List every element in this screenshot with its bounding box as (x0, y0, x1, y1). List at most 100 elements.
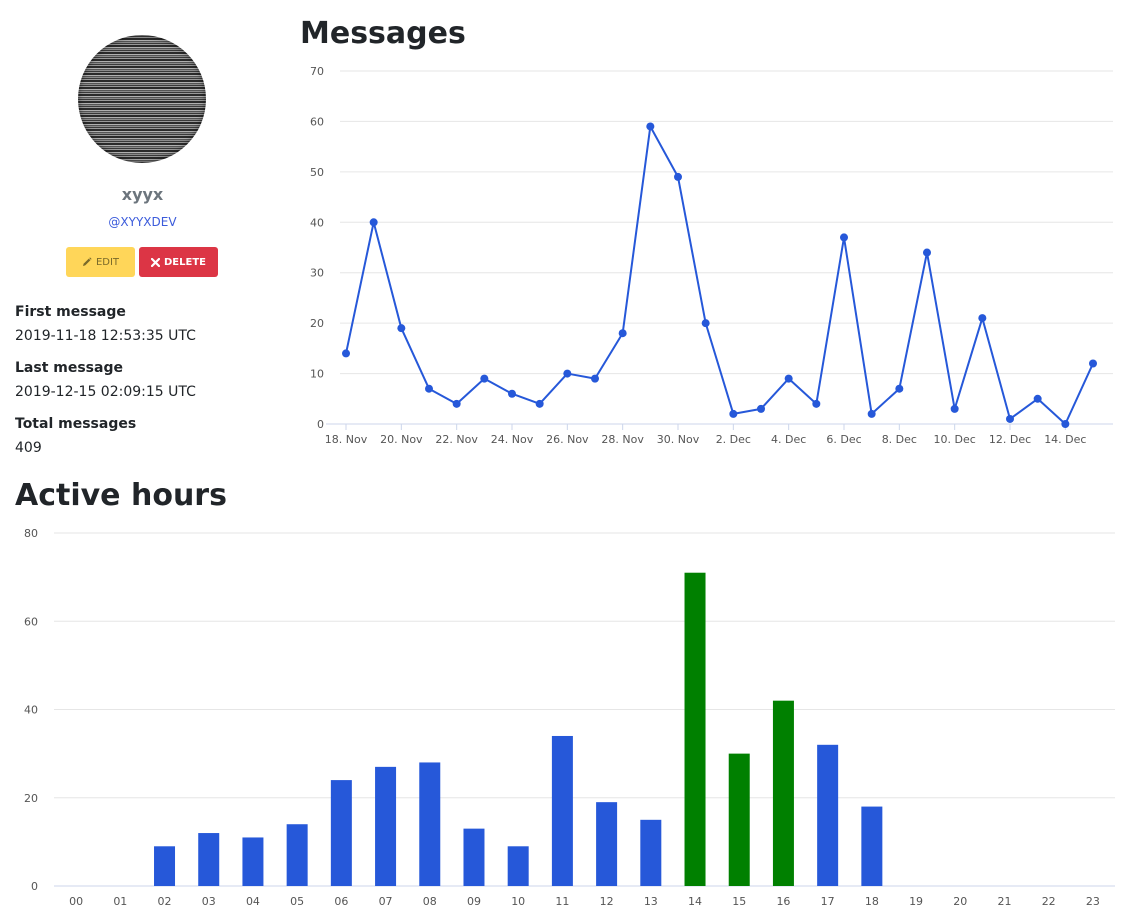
data-point (895, 384, 904, 393)
x-tick-label: 26. Nov (546, 433, 589, 446)
x-tick-label: 17 (821, 895, 835, 908)
data-point (591, 374, 599, 383)
y-tick-label: 50 (310, 166, 324, 179)
data-point (369, 218, 378, 227)
messages-title: Messages (300, 16, 466, 51)
y-tick-label: 0 (317, 418, 324, 431)
x-tick-label: 18. Nov (325, 433, 368, 446)
x-tick-label: 30. Nov (657, 433, 700, 446)
x-tick-label: 09 (467, 895, 481, 908)
data-point (452, 399, 461, 408)
data-point (867, 409, 876, 418)
avatar (78, 35, 206, 163)
profile-name: xyyx (121, 185, 164, 204)
y-tick-label: 40 (310, 216, 324, 229)
data-point (508, 389, 516, 398)
total-messages-label: Total messages (15, 416, 137, 432)
profile-handle: @XYYXDEV (108, 215, 177, 229)
data-point (480, 374, 489, 383)
bar-hour-04 (242, 837, 264, 886)
y-tick-label: 0 (31, 880, 38, 893)
bar-hour-12 (596, 802, 618, 886)
data-point (1006, 414, 1014, 423)
data-point (812, 399, 821, 408)
x-tick-label: 22 (1042, 895, 1056, 908)
edit-button[interactable]: EDIT (66, 247, 135, 277)
bar-hour-13 (640, 819, 662, 886)
bar-hour-14 (684, 572, 706, 886)
bar-hour-05 (286, 824, 308, 886)
bar-hour-17 (817, 744, 839, 886)
data-point (840, 233, 848, 242)
x-tick-label: 13 (644, 895, 658, 908)
data-point (618, 329, 627, 338)
y-tick-label: 30 (310, 267, 324, 280)
y-tick-label: 40 (24, 704, 38, 717)
x-tick-label: 15 (732, 895, 746, 908)
y-tick-label: 20 (24, 792, 38, 805)
data-point (1089, 359, 1097, 368)
x-tick-label: 22. Nov (435, 433, 478, 446)
first-message-label: First message (15, 304, 126, 320)
x-tick-label: 12. Dec (989, 433, 1031, 446)
x-tick-label: 18 (865, 895, 879, 908)
bar-hour-10 (507, 846, 529, 886)
data-point (1033, 394, 1042, 403)
active-hours-bar-chart: 0 20 40 60 80 00 01 02 03 04 05 06 07 08 09 10 11 12 13 14 1… (24, 527, 1115, 908)
x-tick-label: 07 (379, 895, 393, 908)
x-tick-label: 05 (290, 895, 304, 908)
data-point (923, 248, 931, 257)
data-point (757, 404, 765, 413)
data-point (563, 369, 572, 378)
x-tick-label: 23 (1086, 895, 1100, 908)
data-point (646, 122, 655, 131)
x-tick-label: 20. Nov (380, 433, 423, 446)
y-tick-label: 80 (24, 527, 38, 540)
data-point (729, 409, 738, 418)
bar-hour-03 (198, 833, 220, 886)
data-point (784, 374, 793, 383)
data-point (342, 349, 350, 358)
pencil-icon (82, 257, 92, 266)
x-tick-label: 8. Dec (882, 433, 917, 446)
x-tick-label: 11 (555, 895, 569, 908)
x-tick-label: 28. Nov (601, 433, 644, 446)
bar-hour-02 (154, 846, 176, 886)
delete-button-label: DELETE (164, 256, 206, 268)
data-point (535, 399, 544, 408)
bar-hour-06 (330, 780, 352, 886)
data-point (425, 384, 433, 393)
delete-button[interactable]: DELETE (139, 247, 218, 277)
y-tick-label: 20 (310, 317, 324, 330)
messages-line-chart: 0 10 20 30 40 50 60 70 18. Nov 20. Nov 22. Nov 24. … (310, 65, 1113, 446)
x-tick-label: 02 (158, 895, 172, 908)
x-tick-label: 04 (246, 895, 260, 908)
y-tick-label: 60 (24, 615, 38, 628)
bar-hour-09 (463, 828, 485, 886)
x-tick-label: 10. Dec (934, 433, 976, 446)
x-tick-label: 20 (953, 895, 967, 908)
total-messages-value: 409 (15, 440, 42, 456)
x-tick-label: 21 (997, 895, 1011, 908)
x-tick-label: 19 (909, 895, 923, 908)
first-message-value: 2019-11-18 12:53:35 UTC (15, 328, 196, 344)
x-tick-label: 03 (202, 895, 216, 908)
x-tick-label: 12 (600, 895, 614, 908)
messages-series-line (345, 125, 1094, 425)
x-tick-label: 06 (334, 895, 348, 908)
y-tick-label: 70 (310, 65, 324, 78)
data-point (950, 404, 959, 413)
bar-hour-07 (375, 766, 397, 886)
x-tick-label: 2. Dec (716, 433, 751, 446)
bar-hour-18 (861, 806, 883, 886)
last-message-label: Last message (15, 360, 123, 376)
y-tick-label: 60 (310, 115, 324, 128)
x-tick-label: 01 (113, 895, 127, 908)
data-point (1061, 420, 1070, 428)
data-point (674, 172, 682, 181)
data-point (397, 324, 406, 333)
last-message-value: 2019-12-15 02:09:15 UTC (15, 384, 196, 400)
bar-hour-16 (772, 700, 794, 886)
x-tick-label: 16 (776, 895, 790, 908)
x-tick-label: 4. Dec (771, 433, 806, 446)
